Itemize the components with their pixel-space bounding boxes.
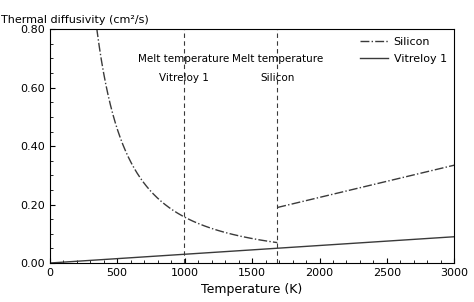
Line: Vitreloy 1: Vitreloy 1 [50, 237, 455, 263]
Text: Silicon: Silicon [260, 73, 294, 83]
Text: Melt temperature: Melt temperature [232, 54, 323, 64]
Vitreloy 1 [219, 250, 225, 254]
Vitreloy 1 [202, 251, 208, 255]
X-axis label: Temperature (K): Temperature (K) [201, 284, 303, 297]
Vitreloy 1 [400, 238, 406, 242]
Vitreloy 1 [117, 257, 123, 260]
Silicon [346, 188, 352, 192]
Silicon [452, 163, 457, 167]
Line: Silicon: Silicon [277, 165, 455, 207]
Vitreloy 1 [47, 261, 53, 265]
Legend: Silicon, Vitreloy 1: Silicon, Vitreloy 1 [358, 35, 449, 66]
Vitreloy 1 [452, 235, 457, 239]
Text: Vitreloy 1: Vitreloy 1 [159, 73, 209, 83]
Silicon [274, 206, 280, 209]
Silicon [412, 173, 418, 176]
Vitreloy 1 [93, 258, 99, 262]
Silicon [353, 187, 358, 191]
Vitreloy 1 [444, 236, 449, 239]
Silicon [416, 172, 421, 175]
Text: Thermal diffusivity (cm²/s): Thermal diffusivity (cm²/s) [1, 14, 149, 24]
Silicon [396, 177, 402, 180]
Text: Melt temperature: Melt temperature [138, 54, 229, 64]
Silicon [292, 201, 298, 205]
